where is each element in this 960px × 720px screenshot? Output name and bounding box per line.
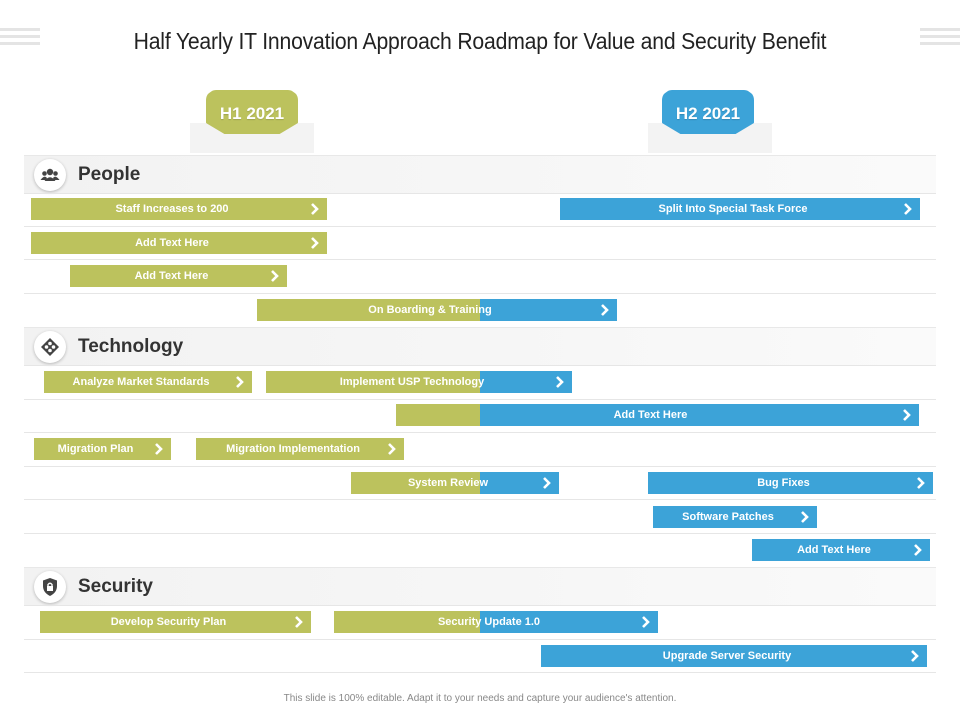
row-divider xyxy=(24,639,936,640)
h2-segment xyxy=(480,371,572,393)
chevron-right-icon xyxy=(601,304,609,316)
section-title-people: People xyxy=(78,164,141,185)
chevron-right-icon xyxy=(311,203,319,215)
section-technology: Technology xyxy=(24,327,936,366)
h2-segment xyxy=(480,611,658,633)
section-title-technology: Technology xyxy=(78,336,184,357)
roadmap-bar: Add Text Here xyxy=(70,265,287,287)
chevron-right-icon xyxy=(295,616,303,628)
roadmap-bar: Add Text Here xyxy=(396,404,919,426)
chevron-right-icon xyxy=(311,237,319,249)
h2-segment xyxy=(480,472,559,494)
chevron-right-icon xyxy=(556,376,564,388)
period-label-h1: H1 2021 xyxy=(206,90,298,134)
roadmap-bar: System Review xyxy=(351,472,559,494)
chevron-right-icon xyxy=(155,443,163,455)
chevron-right-icon xyxy=(801,511,809,523)
roadmap-bar: Split Into Special Task Force xyxy=(560,198,920,220)
decorative-lines-left xyxy=(0,28,40,54)
roadmap-bar: Analyze Market Standards xyxy=(44,371,252,393)
chevron-right-icon xyxy=(388,443,396,455)
row-divider xyxy=(24,259,936,260)
chevron-right-icon xyxy=(642,616,650,628)
people-icon xyxy=(34,159,66,191)
row-divider xyxy=(24,533,936,534)
roadmap-bar: Security Update 1.0 xyxy=(334,611,658,633)
period-tab-h1: H1 2021 xyxy=(190,90,314,153)
row-divider xyxy=(24,432,936,433)
roadmap-bar: Migration Implementation xyxy=(196,438,404,460)
roadmap-bar: Bug Fixes xyxy=(648,472,933,494)
technology-icon xyxy=(34,331,66,363)
roadmap-bar: Upgrade Server Security xyxy=(541,645,927,667)
row-divider xyxy=(24,365,936,366)
row-divider xyxy=(24,193,936,194)
roadmap-bar: On Boarding & Training xyxy=(257,299,617,321)
lock-icon xyxy=(34,571,66,603)
h2-segment xyxy=(480,299,617,321)
roadmap-bar: Add Text Here xyxy=(31,232,327,254)
period-tab-h2: H2 2021 xyxy=(648,90,772,153)
section-people: People xyxy=(24,155,936,194)
chevron-right-icon xyxy=(911,650,919,662)
row-divider xyxy=(24,293,936,294)
row-divider xyxy=(24,399,936,400)
chevron-right-icon xyxy=(236,376,244,388)
chevron-right-icon xyxy=(271,270,279,282)
roadmap-bar: Implement USP Technology xyxy=(266,371,572,393)
chevron-right-icon xyxy=(904,203,912,215)
chevron-right-icon xyxy=(903,409,911,421)
footer-note: This slide is 100% editable. Adapt it to… xyxy=(283,693,677,704)
row-divider xyxy=(24,226,936,227)
section-title-security: Security xyxy=(78,576,153,597)
section-security: Security xyxy=(24,567,936,606)
page-title: Half Yearly IT Innovation Approach Roadm… xyxy=(133,28,827,54)
row-divider xyxy=(24,466,936,467)
decorative-lines-right xyxy=(920,28,960,54)
roadmap-bar: Develop Security Plan xyxy=(40,611,311,633)
period-label-h2: H2 2021 xyxy=(662,90,754,134)
chevron-right-icon xyxy=(914,544,922,556)
roadmap-bar: Migration Plan xyxy=(34,438,171,460)
h2-segment xyxy=(480,404,919,426)
roadmap-bar: Add Text Here xyxy=(752,539,930,561)
row-divider xyxy=(24,605,936,606)
row-divider xyxy=(24,499,936,500)
roadmap-bar: Software Patches xyxy=(653,506,817,528)
chevron-right-icon xyxy=(543,477,551,489)
chevron-right-icon xyxy=(917,477,925,489)
row-divider xyxy=(24,672,936,673)
roadmap-bar: Staff Increases to 200 xyxy=(31,198,327,220)
